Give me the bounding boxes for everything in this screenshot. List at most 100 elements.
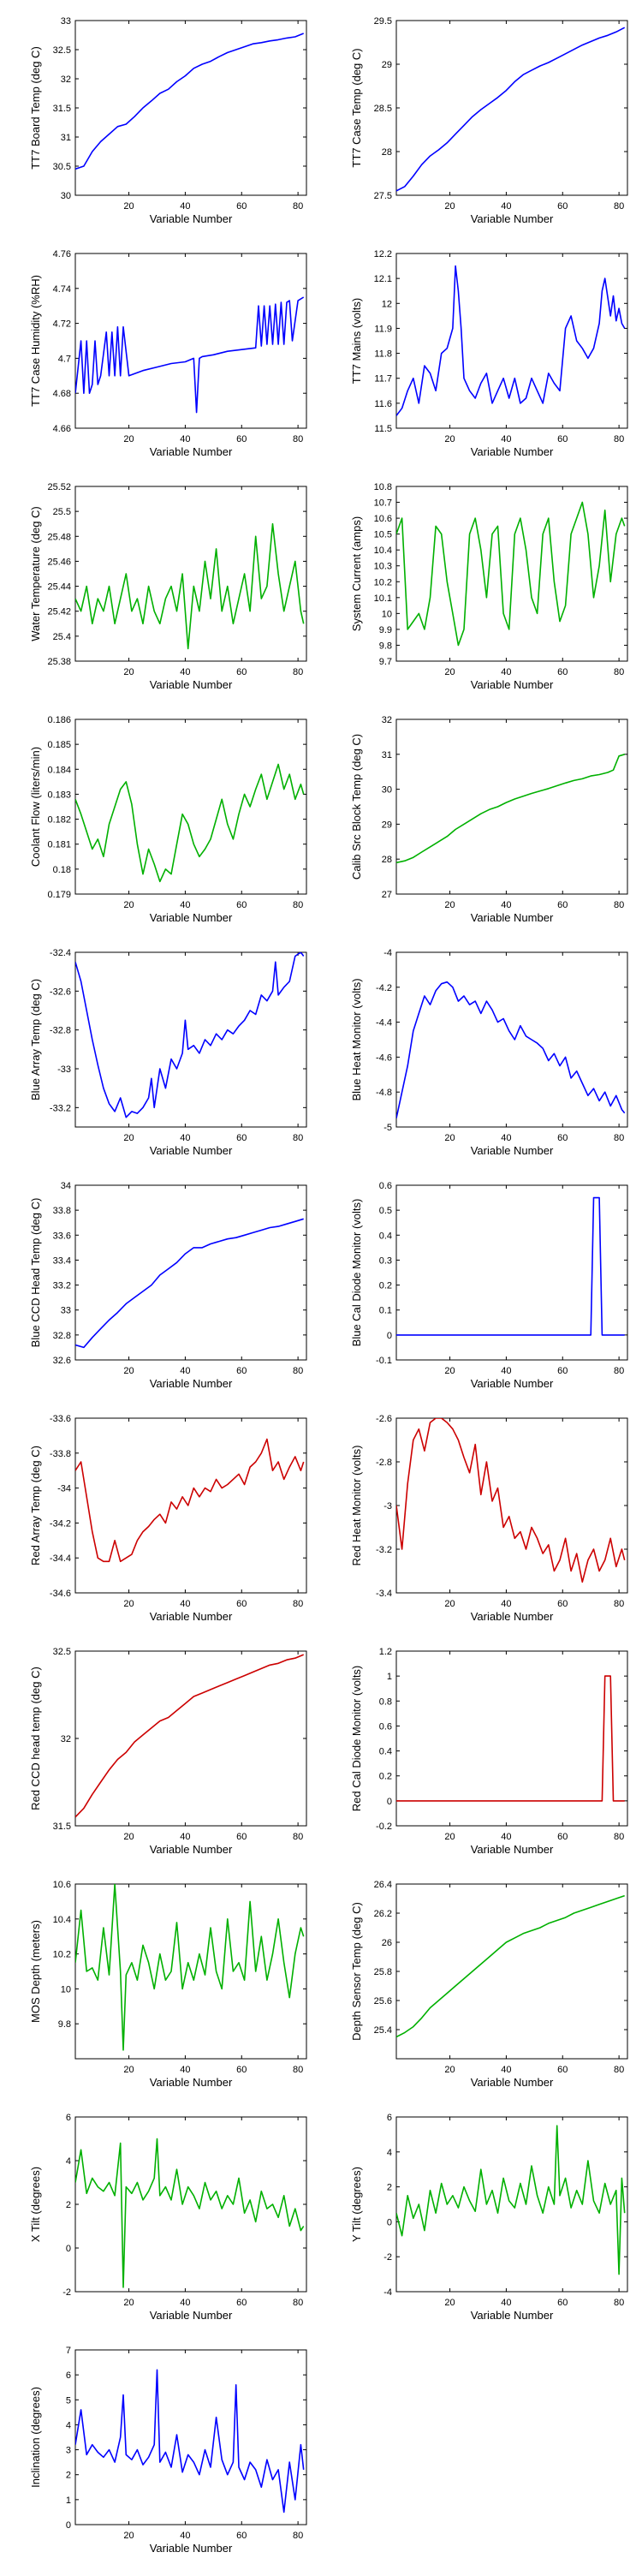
- y-tick-label: -0.2: [376, 1822, 392, 1832]
- x-tick-label: 20: [123, 434, 134, 444]
- y-tick-label: 9.8: [58, 2019, 71, 2030]
- y-tick-label: 4: [66, 2156, 71, 2167]
- x-axis-label: Variable Number: [471, 911, 554, 924]
- y-tick-label: 10.4: [374, 546, 392, 556]
- y-tick-label: 32: [61, 1734, 71, 1744]
- x-tick-label: 20: [444, 900, 455, 910]
- y-tick-label: 0.183: [47, 790, 71, 800]
- x-tick-label: 40: [180, 2531, 190, 2541]
- plot-area: [74, 951, 307, 1128]
- y-tick-label: -3.4: [376, 1589, 392, 1599]
- y-tick-label: 25.4: [53, 632, 71, 642]
- plot-area: [74, 1650, 307, 1827]
- x-tick-label: 40: [501, 667, 511, 677]
- y-tick-label: 11.9: [374, 324, 392, 334]
- series-line: [75, 1438, 305, 1563]
- y-tick-label: -33: [57, 1064, 71, 1075]
- chart-panel-system-current-amps: 9.7 9.8 9.9 10 10.1 10.2 10.3 10.4 10.5 10.6 10.7 1…: [321, 480, 642, 713]
- series-line: [396, 2125, 626, 2275]
- y-tick-label: 10.1: [374, 593, 392, 604]
- x-axis-label: Variable Number: [150, 678, 233, 691]
- y-tick-label: 32.5: [53, 45, 71, 56]
- y-axis-label: X Tilt (degrees): [29, 2167, 42, 2242]
- y-axis-label: Red CCD head temp (deg C): [29, 1667, 42, 1810]
- x-tick-label: 60: [557, 201, 568, 212]
- y-tick-label: 7: [66, 2346, 71, 2356]
- line-chart: -34.6 -34.4 -34.2 -34 -33.8 -33.6 20 40 60 80 Vari…: [29, 1414, 307, 1623]
- y-tick-label: 0.18: [53, 865, 71, 875]
- y-tick-label: 0.1: [379, 1306, 392, 1316]
- y-tick-label: 0.6: [379, 1721, 392, 1732]
- plot-area: [395, 1417, 628, 1594]
- series-line: [396, 1418, 626, 1583]
- y-tick-label: -4: [383, 948, 392, 958]
- y-tick-label: 1: [387, 1672, 392, 1682]
- line-chart: -33.2 -33 -32.8 -32.6 -32.4 20 40 60 80 Variable …: [29, 948, 307, 1157]
- x-tick-label: 40: [501, 1832, 511, 1842]
- y-tick-label: 0.6: [379, 1181, 392, 1191]
- chart-panel-coolant-flow-liters-min: 0.179 0.18 0.181 0.182 0.183 0.184 0.185 0.186 2…: [0, 713, 321, 945]
- chart-panel-blue-cal-diode-monitor-volts: -0.1 0 0.1 0.2 0.3 0.4 0.5 0.6 20 40 60 80 Variable …: [321, 1178, 642, 1411]
- y-tick-label: 0: [66, 2244, 71, 2254]
- chart-panel-blue-heat-monitor-volts: -5 -4.8 -4.6 -4.4 -4.2 -4 20 40 60 80 Variable Num…: [321, 945, 642, 1178]
- y-tick-label: 25.8: [374, 1967, 392, 1977]
- y-tick-label: 31.5: [53, 1822, 71, 1832]
- series-line: [75, 33, 304, 170]
- x-axis-label: Variable Number: [150, 2542, 233, 2555]
- line-chart: 30 30.5 31 31.5 32 32.5 33 20 40 60 80 Variable Num…: [29, 16, 307, 225]
- x-tick-label: 20: [123, 1366, 134, 1376]
- x-tick-label: 60: [557, 434, 568, 444]
- y-tick-label: -2: [383, 2252, 392, 2263]
- x-axis-label: Variable Number: [150, 445, 233, 458]
- x-tick-label: 80: [293, 2531, 303, 2541]
- y-tick-label: 0.2: [379, 1281, 392, 1291]
- line-chart: 9.7 9.8 9.9 10 10.1 10.2 10.3 10.4 10.5 10.6 10.7 1…: [350, 482, 628, 691]
- y-tick-label: 33.4: [53, 1255, 71, 1266]
- plot-area: [395, 1650, 628, 1827]
- series-line: [75, 1218, 304, 1349]
- x-tick-label: 40: [501, 1366, 511, 1376]
- y-tick-label: 0: [387, 2217, 392, 2227]
- y-axis-label: TT7 Board Temp (deg C): [29, 46, 42, 170]
- y-axis-label: Inclination (degrees): [29, 2387, 42, 2488]
- x-tick-label: 40: [180, 2298, 190, 2308]
- y-tick-label: 0.2: [379, 1772, 392, 1782]
- y-tick-label: 29: [382, 820, 392, 830]
- x-tick-label: 20: [444, 1832, 455, 1842]
- y-tick-label: 4.7: [58, 354, 71, 364]
- y-tick-label: 10: [382, 609, 392, 619]
- y-tick-label: 0: [387, 1797, 392, 1807]
- x-axis-label: Variable Number: [150, 1377, 233, 1390]
- x-tick-label: 40: [180, 1366, 190, 1376]
- x-tick-label: 40: [180, 2065, 190, 2075]
- plot-area: [74, 1184, 307, 1361]
- y-axis-label: Red Cal Diode Monitor (volts): [350, 1666, 363, 1812]
- x-tick-label: 80: [614, 900, 624, 910]
- y-tick-label: -2: [62, 2287, 71, 2298]
- chart-panel-inclination-degrees: 0 1 2 3 4 5 6 7 20 40 60 80 Variable Number Inclinati…: [0, 2343, 321, 2576]
- chart-panel-red-cal-diode-monitor-volts: -0.2 0 0.2 0.4 0.6 0.8 1 1.2 20 40 60 80 Variable Nu…: [321, 1644, 642, 1877]
- y-tick-label: 31: [382, 750, 392, 760]
- x-tick-label: 80: [614, 2065, 624, 2075]
- y-tick-label: 0.5: [379, 1206, 392, 1216]
- chart-panel-water-temperature-deg-c: 25.38 25.4 25.42 25.44 25.46 25.48 25.5 25.52 20…: [0, 480, 321, 713]
- x-tick-label: 80: [614, 2298, 624, 2308]
- y-tick-label: 25.48: [47, 532, 71, 542]
- y-axis-label: Blue CCD Head Temp (deg C): [29, 1198, 42, 1348]
- y-tick-label: -33.2: [50, 1103, 71, 1113]
- x-axis-label: Variable Number: [150, 2076, 233, 2089]
- x-tick-label: 20: [444, 1366, 455, 1376]
- y-tick-label: 32: [382, 715, 392, 725]
- y-axis-label: TT7 Mains (volts): [350, 298, 363, 384]
- x-tick-label: 20: [444, 2065, 455, 2075]
- x-tick-label: 20: [123, 900, 134, 910]
- x-tick-label: 40: [501, 201, 511, 212]
- x-axis-label: Variable Number: [471, 1843, 554, 1856]
- x-tick-label: 60: [236, 900, 247, 910]
- x-tick-label: 60: [557, 2065, 568, 2075]
- x-tick-label: 80: [293, 2065, 303, 2075]
- x-tick-label: 60: [236, 1133, 247, 1143]
- y-tick-label: 4.76: [53, 249, 71, 259]
- line-chart: -3.4 -3.2 -3 -2.8 -2.6 20 40 60 80 Variable Numbe…: [350, 1414, 628, 1623]
- chart-panel-calib-src-block-temp-deg-c: 27 28 29 30 31 32 20 40 60 80 Variable Number Calib…: [321, 713, 642, 945]
